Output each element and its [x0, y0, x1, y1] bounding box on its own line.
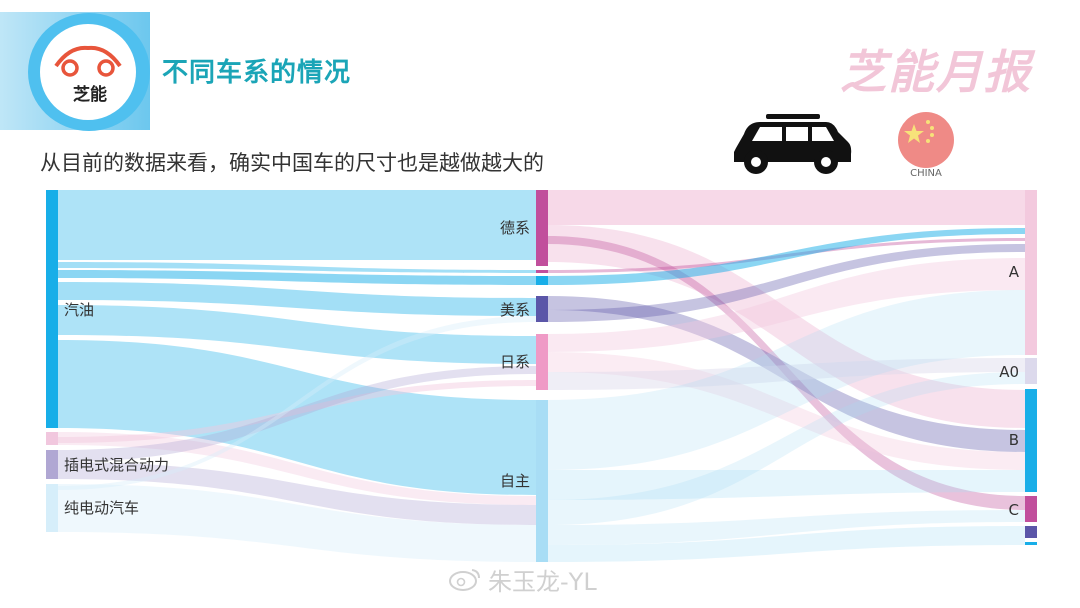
brand-title: 芝能月报: [840, 45, 1032, 99]
brand-node: [536, 270, 548, 273]
source-node: [46, 450, 58, 479]
brand-node: [536, 190, 548, 266]
link-brand-size: [548, 352, 1025, 470]
brand-node: [536, 296, 548, 322]
link-brand-size: [548, 372, 1025, 525]
sankey-links: [58, 190, 1025, 562]
brand-label: 自主: [500, 472, 530, 490]
link-source-brand: [58, 190, 536, 260]
watermark-text: 朱玉龙-YL: [488, 568, 597, 596]
size-node: [1025, 542, 1037, 545]
source-label: 汽油: [64, 301, 94, 319]
sankey-nodes: [46, 190, 1037, 562]
link-source-brand: [58, 282, 536, 316]
link-source-brand: [58, 432, 536, 505]
link-brand-size: [548, 244, 1025, 322]
link-brand-size: [548, 526, 1025, 562]
size-node: [1025, 190, 1037, 355]
brand-node: [536, 276, 548, 285]
size-label: A: [1009, 263, 1020, 281]
source-node: [46, 484, 58, 532]
link-source-brand: [58, 484, 536, 562]
brand-node: [536, 400, 548, 562]
source-node: [46, 190, 58, 428]
suv-car-icon: [734, 114, 852, 174]
logo-badge: [40, 24, 136, 120]
size-label: C: [1009, 501, 1019, 519]
link-brand-size: [548, 228, 1025, 285]
link-source-brand: [58, 340, 536, 495]
size-label: B: [1009, 431, 1019, 449]
flag-caption: CHINA: [910, 168, 942, 179]
link-source-brand: [58, 316, 536, 490]
link-source-brand: [58, 380, 536, 443]
size-label: A0: [999, 363, 1019, 381]
brand-node: [536, 334, 548, 390]
link-source-brand: [58, 305, 536, 364]
link-brand-size: [548, 290, 1025, 470]
link-brand-size: [548, 296, 1025, 452]
brand-label: 日系: [500, 353, 530, 371]
logo-text: 芝能: [73, 85, 107, 105]
link-source-brand: [58, 462, 536, 525]
weibo-icon: [449, 569, 480, 591]
link-source-brand: [58, 270, 536, 285]
source-label: 插电式混合动力: [64, 456, 169, 474]
link-brand-size: [548, 236, 1025, 510]
link-brand-size: [548, 510, 1025, 545]
source-label: 纯电动汽车: [64, 499, 139, 517]
link-source-brand: [58, 262, 536, 273]
flag-stars-icon: [904, 120, 934, 143]
brand-label: 美系: [500, 301, 530, 319]
size-node: [1025, 389, 1037, 492]
subtitle: 从目前的数据来看，确实中国车的尺寸也是越做越大的: [40, 151, 544, 175]
brand-label: 德系: [500, 219, 530, 237]
logo-car-icon: [54, 45, 122, 77]
size-node: [1025, 358, 1037, 384]
page-title: 不同车系的情况: [162, 58, 352, 88]
size-node: [1025, 496, 1037, 522]
link-brand-size: [548, 470, 1025, 500]
link-source-brand: [58, 366, 536, 462]
source-node: [46, 432, 58, 445]
size-node: [1025, 526, 1037, 538]
link-brand-size: [548, 358, 1025, 390]
link-brand-size: [548, 190, 1025, 225]
china-flag-icon: [898, 112, 954, 168]
link-brand-size: [548, 258, 1025, 352]
